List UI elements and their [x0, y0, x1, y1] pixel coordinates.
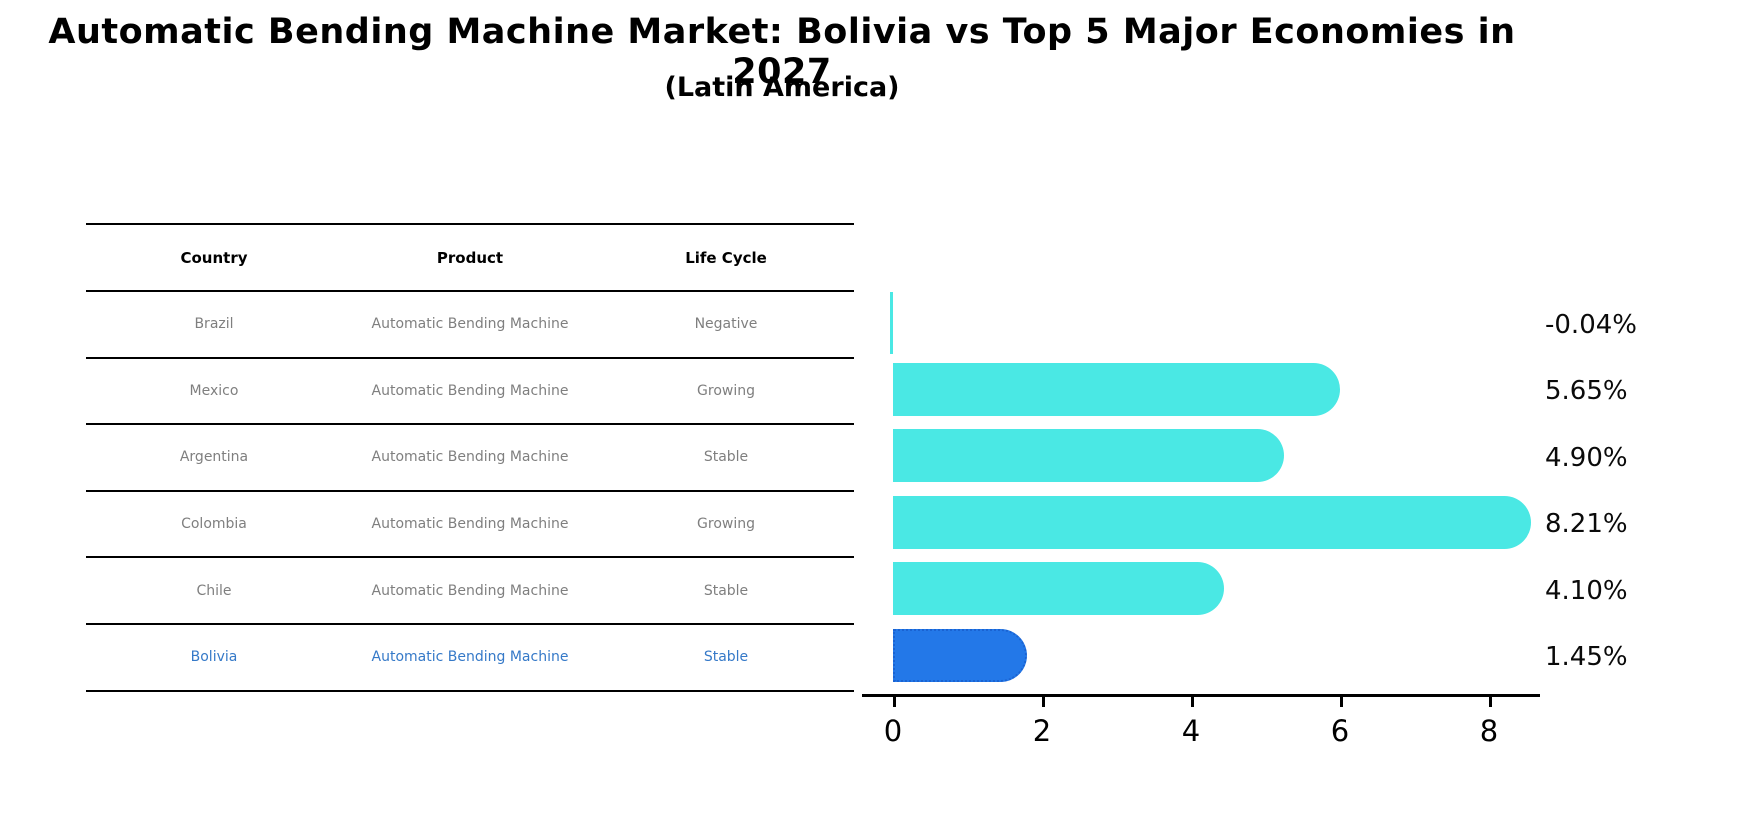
column-header-product: Product — [436, 248, 504, 267]
cell-product: Automatic Bending Machine — [371, 316, 569, 333]
x-axis-tick — [1489, 697, 1492, 707]
table-header-row: Country Product Life Cycle — [86, 223, 854, 290]
cell-product: Automatic Bending Machine — [371, 582, 569, 599]
cell-country: Chile — [196, 582, 232, 599]
cell-country: Colombia — [181, 516, 247, 533]
bar-argentina — [893, 429, 1285, 482]
cell-product: Automatic Bending Machine — [371, 449, 569, 466]
x-axis-line — [862, 694, 1540, 697]
table-row: Chile Automatic Bending Machine Stable — [86, 556, 854, 623]
x-axis-tick-label: 6 — [1330, 714, 1350, 748]
bar-chile — [893, 562, 1225, 615]
column-header-country: Country — [180, 248, 248, 267]
x-axis-tick — [1042, 697, 1045, 707]
column-header-life-cycle: Life Cycle — [685, 248, 767, 267]
cell-life-cycle: Stable — [703, 649, 749, 666]
cell-life-cycle: Stable — [703, 582, 749, 599]
page-subtitle: (Latin America) — [664, 72, 900, 103]
table-row: Bolivia Automatic Bending Machine Stable — [86, 622, 854, 690]
cell-life-cycle: Stable — [703, 449, 749, 466]
table-row: Colombia Automatic Bending Machine Growing — [86, 489, 854, 557]
x-axis-tick-label: 2 — [1032, 714, 1052, 748]
cell-life-cycle: Growing — [697, 516, 755, 533]
value-label-argentina: 4.90% — [1545, 442, 1628, 473]
cell-life-cycle: Growing — [697, 382, 755, 399]
page-title: Automatic Bending Machine Market: Bolivi… — [48, 12, 1516, 92]
table-row: Brazil Automatic Bending Machine Negative — [86, 290, 854, 357]
cell-country: Argentina — [179, 449, 249, 466]
value-label-mexico: 5.65% — [1545, 376, 1628, 406]
value-label-colombia: 8.21% — [1545, 509, 1628, 539]
table-bottom-rule — [86, 689, 854, 692]
cell-country: Mexico — [189, 382, 239, 399]
bar-bolivia — [893, 628, 1028, 682]
cell-life-cycle: Negative — [694, 316, 758, 333]
x-axis-tick-label: 8 — [1479, 714, 1499, 748]
bar-mexico — [893, 362, 1340, 416]
bar-brazil — [890, 291, 893, 354]
x-axis-tick-label: 0 — [883, 714, 903, 748]
x-axis-tick — [893, 697, 896, 707]
country-table: Country Product Life Cycle Brazil Automat… — [86, 223, 854, 692]
x-axis-tick — [1340, 697, 1343, 707]
value-label-chile: 4.10% — [1545, 575, 1628, 606]
value-label-brazil: -0.04% — [1545, 309, 1637, 340]
bar-colombia — [893, 495, 1531, 549]
cell-product: Automatic Bending Machine — [371, 516, 569, 533]
cell-product: Automatic Bending Machine — [371, 382, 569, 399]
table-row: Mexico Automatic Bending Machine Growing — [86, 356, 854, 424]
table-row: Argentina Automatic Bending Machine Stable — [86, 423, 854, 490]
x-axis-tick — [1191, 697, 1194, 707]
value-label-bolivia: 1.45% — [1545, 642, 1628, 672]
cell-country: Bolivia — [190, 649, 238, 666]
cell-product: Automatic Bending Machine — [371, 649, 569, 666]
x-axis-tick-label: 4 — [1181, 714, 1201, 748]
cell-country: Brazil — [194, 316, 234, 333]
